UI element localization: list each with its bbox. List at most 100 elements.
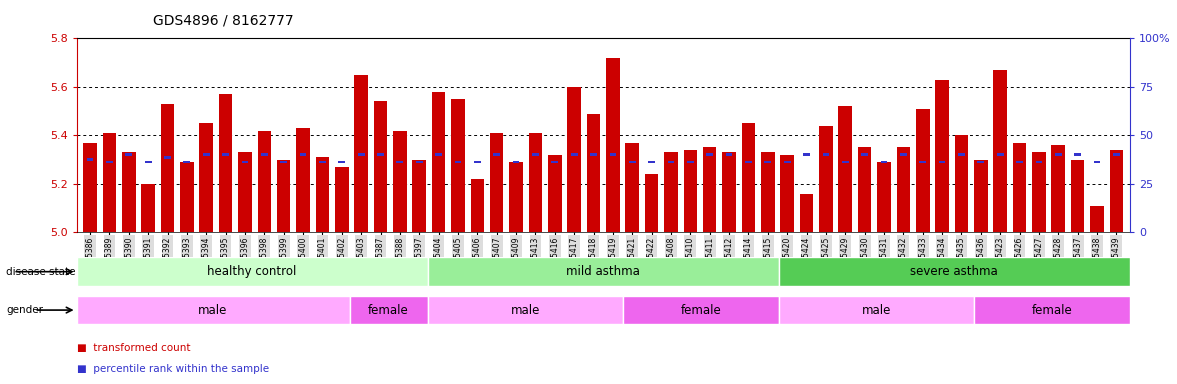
Bar	[1032, 152, 1045, 232]
Bar	[297, 128, 310, 232]
Bar	[684, 150, 697, 232]
Bar	[238, 152, 252, 232]
Bar	[1051, 145, 1065, 232]
Bar	[145, 161, 152, 164]
Bar	[649, 161, 656, 164]
Bar	[1075, 153, 1080, 156]
Bar	[687, 161, 693, 164]
Bar	[126, 153, 132, 156]
Bar	[510, 162, 523, 232]
Bar	[939, 161, 945, 164]
Bar	[451, 99, 465, 232]
Bar	[222, 153, 230, 156]
Bar	[900, 153, 906, 156]
Bar	[551, 161, 558, 164]
Bar	[358, 153, 365, 156]
Bar	[300, 153, 306, 156]
Bar	[84, 142, 97, 232]
Bar	[567, 87, 581, 232]
Bar	[454, 161, 461, 164]
Text: male: male	[511, 304, 540, 316]
Bar	[975, 160, 988, 232]
Bar	[164, 156, 171, 159]
Bar	[799, 194, 813, 232]
Bar	[977, 161, 984, 164]
Bar	[645, 174, 658, 232]
Bar	[1036, 161, 1043, 164]
Bar	[897, 147, 910, 232]
Text: disease state: disease state	[6, 266, 75, 277]
Text: female: female	[1031, 304, 1072, 316]
Bar	[819, 126, 832, 232]
Bar	[1113, 153, 1119, 156]
Bar	[513, 161, 519, 164]
Bar	[106, 161, 113, 164]
Bar	[1071, 160, 1084, 232]
Bar	[122, 152, 135, 232]
Bar	[936, 79, 949, 232]
Bar	[723, 152, 736, 232]
Bar	[571, 153, 578, 156]
Bar	[916, 109, 930, 232]
Text: gender: gender	[6, 305, 42, 315]
Bar	[779, 257, 1130, 286]
Bar	[779, 296, 973, 324]
Bar	[277, 160, 291, 232]
Bar	[762, 152, 774, 232]
Bar	[412, 160, 426, 232]
Bar	[493, 153, 500, 156]
Bar	[528, 133, 543, 232]
Bar	[973, 296, 1130, 324]
Bar	[427, 296, 623, 324]
Text: ■  transformed count: ■ transformed count	[77, 343, 189, 353]
Bar	[319, 161, 326, 164]
Bar	[803, 153, 810, 156]
Bar	[780, 155, 794, 232]
Bar	[354, 75, 368, 232]
Bar	[350, 296, 427, 324]
Bar	[919, 161, 926, 164]
Bar	[706, 153, 713, 156]
Bar	[664, 152, 678, 232]
Bar	[87, 158, 93, 161]
Bar	[667, 161, 674, 164]
Bar	[625, 142, 639, 232]
Bar	[280, 161, 287, 164]
Bar	[842, 161, 849, 164]
Bar	[532, 153, 539, 156]
Bar	[606, 58, 619, 232]
Bar	[415, 161, 423, 164]
Text: mild asthma: mild asthma	[566, 265, 640, 278]
Bar	[102, 133, 117, 232]
Text: healthy control: healthy control	[207, 265, 297, 278]
Bar	[77, 257, 427, 286]
Bar	[548, 155, 561, 232]
Bar	[742, 123, 756, 232]
Bar	[77, 296, 350, 324]
Bar	[623, 296, 779, 324]
Bar	[629, 161, 636, 164]
Text: GDS4896 / 8162777: GDS4896 / 8162777	[153, 13, 293, 27]
Bar	[1012, 142, 1026, 232]
Bar	[784, 161, 791, 164]
Bar	[823, 153, 830, 156]
Bar	[1093, 161, 1100, 164]
Bar	[161, 104, 174, 232]
Text: female: female	[368, 304, 408, 316]
Bar	[1055, 153, 1062, 156]
Bar	[838, 106, 852, 232]
Bar	[241, 161, 248, 164]
Bar	[141, 184, 155, 232]
Bar	[726, 153, 732, 156]
Bar	[474, 161, 480, 164]
Bar	[590, 153, 597, 156]
Bar	[587, 114, 600, 232]
Bar	[219, 94, 232, 232]
Bar	[315, 157, 330, 232]
Bar	[764, 161, 771, 164]
Bar	[958, 153, 965, 156]
Bar	[377, 153, 384, 156]
Bar	[993, 70, 1008, 232]
Bar	[335, 167, 348, 232]
Bar	[202, 153, 210, 156]
